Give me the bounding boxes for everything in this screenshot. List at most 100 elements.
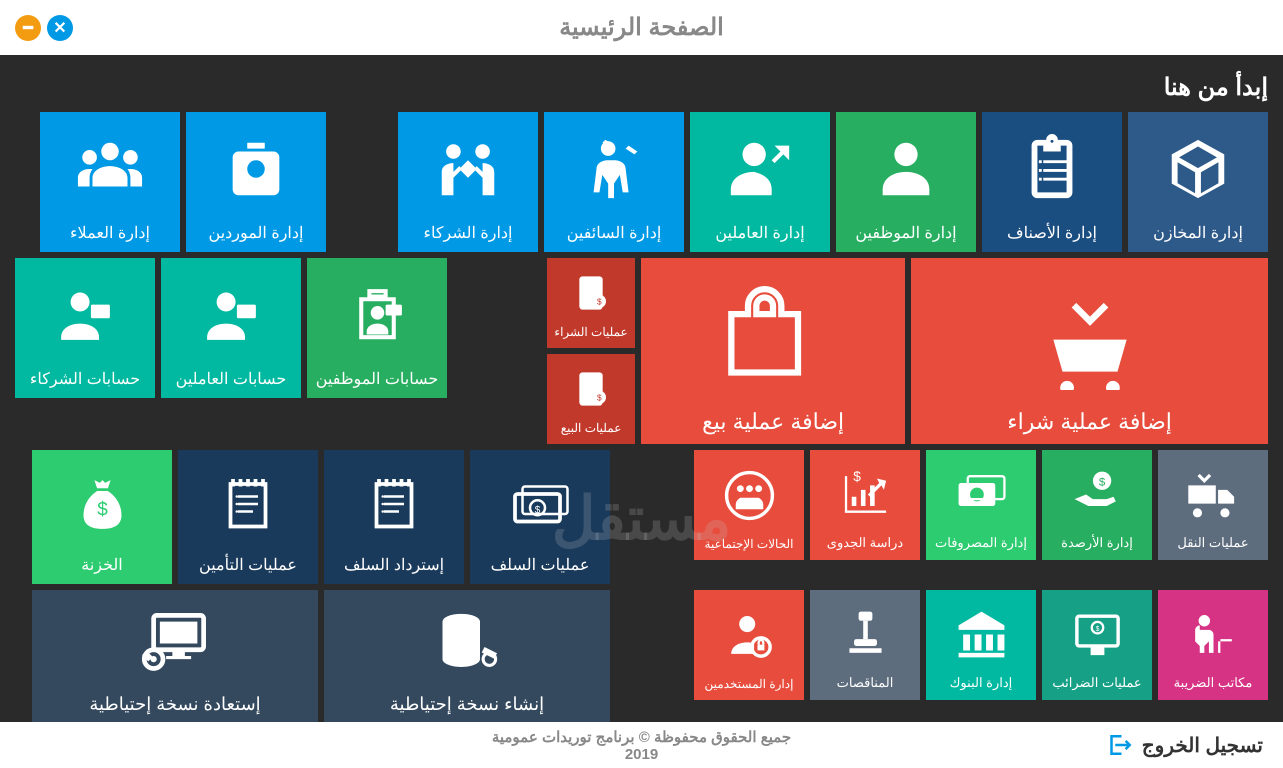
person-money-icon: $ — [313, 264, 441, 366]
tile-label: إدارة الأصناف — [988, 220, 1116, 246]
tile-buy-ops[interactable]: $ عمليات الشراء — [547, 258, 635, 348]
id-card-icon — [192, 118, 320, 220]
footer-text: جميع الحقوق محفوظة © برنامج توريدات عموم… — [492, 728, 791, 746]
tile-backup-restore[interactable]: إستعادة نسخة إحتياطية — [32, 590, 318, 724]
tile-label: إسترداد السلف — [330, 552, 458, 578]
tile-label: إنشاء نسخة إحتياطية — [330, 691, 604, 718]
tile-label: إضافة عملية شراء — [917, 406, 1262, 438]
hand-money-icon: $ — [1048, 456, 1146, 532]
tile-label: المناقصات — [816, 672, 914, 694]
clipboard-list-icon — [988, 118, 1116, 220]
notepad-icon — [330, 456, 458, 552]
tile-tenders[interactable]: المناقصات — [810, 590, 920, 700]
money-icon — [932, 456, 1030, 532]
tile-label: دراسة الجدوى — [816, 532, 914, 554]
tile-label: عمليات البيع — [553, 418, 629, 438]
section-title: إبدأ من هنا — [15, 73, 1268, 102]
minimize-button[interactable]: ━ — [15, 15, 41, 41]
tile-label: حسابات العاملين — [167, 366, 295, 392]
desk-person-icon — [1164, 596, 1262, 672]
person-money-icon: $ — [21, 264, 149, 366]
tile-loan-recovery[interactable]: إسترداد السلف — [324, 450, 464, 584]
tile-label: عمليات الضرائب — [1048, 672, 1146, 694]
tile-backup-create[interactable]: إنشاء نسخة إحتياطية — [324, 590, 610, 724]
tile-label: عمليات الشراء — [553, 322, 629, 342]
tile-label: الحالات الإجتماعية — [700, 534, 798, 554]
tile-label: إدارة البنوك — [932, 672, 1030, 694]
svg-text:$: $ — [597, 297, 602, 307]
tile-label: إضافة عملية بيع — [647, 406, 899, 438]
tile-partner-accounts[interactable]: $ حسابات الشركاء — [15, 258, 155, 398]
svg-text:$: $ — [97, 306, 103, 318]
tile-label: حسابات الشركاء — [21, 366, 149, 392]
svg-text:$: $ — [391, 305, 396, 314]
tile-label: عمليات النقل — [1164, 532, 1262, 554]
tile-label: إدارة المخازن — [1134, 220, 1262, 246]
person-money-icon: $ — [167, 264, 295, 366]
tile-employees[interactable]: إدارة الموظفين — [836, 112, 976, 252]
truck-icon — [1164, 456, 1262, 532]
partners-icon — [404, 118, 532, 220]
database-icon — [330, 596, 604, 691]
tile-feasibility[interactable]: $ دراسة الجدوى — [810, 450, 920, 560]
tile-banks[interactable]: إدارة البنوك — [926, 590, 1036, 700]
notepad-icon — [184, 456, 312, 552]
tile-add-sale[interactable]: إضافة عملية بيع — [641, 258, 905, 444]
footer: جميع الحقوق محفوظة © برنامج توريدات عموم… — [0, 722, 1283, 768]
tile-balances[interactable]: $ إدارة الأرصدة — [1042, 450, 1152, 560]
tile-users[interactable]: إدارة المستخدمين — [694, 590, 804, 700]
logout-icon — [1104, 730, 1134, 760]
tile-add-purchase[interactable]: إضافة عملية شراء — [911, 258, 1268, 444]
svg-text:$: $ — [1095, 626, 1099, 633]
logout-label: تسجيل الخروج — [1142, 733, 1263, 758]
svg-text:$: $ — [853, 468, 861, 483]
svg-text:$: $ — [1098, 476, 1105, 488]
tile-partners[interactable]: إدارة الشركاء — [398, 112, 538, 252]
tile-label: إدارة الموردين — [192, 220, 320, 246]
tile-label: عمليات التأمين — [184, 552, 312, 578]
tile-label: إدارة الشركاء — [404, 220, 532, 246]
tile-tax-ops[interactable]: $ عمليات الضرائب — [1042, 590, 1152, 700]
tile-drivers[interactable]: إدارة السائفين — [544, 112, 684, 252]
gavel-icon — [816, 596, 914, 672]
tile-suppliers[interactable]: إدارة الموردين — [186, 112, 326, 252]
close-button[interactable]: ✕ — [47, 15, 73, 41]
tile-label: عمليات السلف — [476, 552, 604, 578]
tile-worker-accounts[interactable]: $ حسابات العاملين — [161, 258, 301, 398]
tile-label: إدارة المستخدمين — [700, 674, 798, 694]
tile-label: إدارة الأرصدة — [1048, 532, 1146, 554]
tile-workers[interactable]: إدارة العاملين — [690, 112, 830, 252]
page-title: الصفحة الرئيسية — [559, 13, 724, 42]
tile-categories[interactable]: إدارة الأصناف — [982, 112, 1122, 252]
user-lock-icon — [700, 596, 798, 674]
people-icon — [46, 118, 174, 220]
tile-label: إستعادة نسخة إحتياطية — [38, 691, 312, 718]
driver-icon — [550, 118, 678, 220]
logout-button[interactable]: تسجيل الخروج — [1104, 730, 1263, 760]
window-controls: ✕ ━ — [15, 15, 73, 41]
tile-treasury[interactable]: $ الخزنة — [32, 450, 172, 584]
tile-employee-accounts[interactable]: $ حسابات الموظفين — [307, 258, 447, 398]
row-2: إضافة عملية شراء إضافة عملية بيع $ عمليا… — [15, 258, 1268, 444]
tile-sell-ops[interactable]: $ عمليات البيع — [547, 354, 635, 444]
tile-loans[interactable]: $ عمليات السلف — [470, 450, 610, 584]
tile-expenses[interactable]: إدارة المصروفات — [926, 450, 1036, 560]
tile-warehouses[interactable]: إدارة المخازن — [1128, 112, 1268, 252]
tile-transport[interactable]: عمليات النقل — [1158, 450, 1268, 560]
tile-tax-offices[interactable]: مكاتب الضريبة — [1158, 590, 1268, 700]
group-icon — [700, 456, 798, 534]
tile-social[interactable]: الحالات الإجتماعية — [694, 450, 804, 560]
worker-icon — [696, 118, 824, 220]
svg-text:$: $ — [97, 499, 108, 520]
bag-icon — [647, 264, 899, 406]
cube-icon — [1134, 118, 1262, 220]
tiles-grid: إدارة المخازن إدارة الأصناف إدارة الموظف… — [15, 112, 1268, 724]
tile-label: مكاتب الضريبة — [1164, 672, 1262, 694]
tile-label: إدارة السائفين — [550, 220, 678, 246]
clipboard-dollar-icon: $ — [553, 360, 629, 418]
tile-label: حسابات الموظفين — [313, 366, 441, 392]
tile-insurance[interactable]: عمليات التأمين — [178, 450, 318, 584]
tile-customers[interactable]: إدارة العملاء — [40, 112, 180, 252]
clipboard-dollar-icon: $ — [553, 264, 629, 322]
tile-label: إدارة المصروفات — [932, 532, 1030, 554]
